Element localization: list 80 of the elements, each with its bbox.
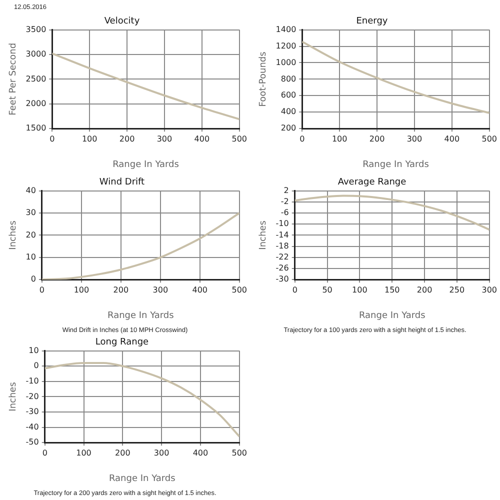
y-axis-title: Feet Per Second <box>8 42 19 116</box>
x-tick-label: 300 <box>152 285 168 294</box>
chart-title: Average Range <box>338 178 407 188</box>
x-tick-label: 150 <box>384 285 400 294</box>
y-tick-label: -26 <box>276 264 289 273</box>
x-tick-label: 300 <box>406 134 422 144</box>
y-tick-label: -18 <box>276 241 289 250</box>
x-tick-label: 200 <box>113 285 129 294</box>
x-axis-title: Range In Yards <box>108 474 176 484</box>
chart-title: Energy <box>356 16 388 27</box>
x-tick-label: 500 <box>232 448 248 458</box>
x-tick-label: 100 <box>332 134 348 144</box>
x-tick-label: 300 <box>156 134 172 144</box>
y-tick-label: 2000 <box>26 98 46 108</box>
y-axis-title: Foot-Pounds <box>258 51 269 107</box>
x-axis-title: Range In Yards <box>362 160 430 170</box>
y-tick-label: -10 <box>276 219 289 228</box>
x-tick-label: 500 <box>482 134 498 144</box>
y-tick-label: 10 <box>28 346 39 355</box>
y-tick-label: 10 <box>26 252 36 262</box>
x-axis-title: Range In Yards <box>112 160 180 170</box>
x-tick-label: 300 <box>482 285 498 294</box>
y-tick-label: 0 <box>30 274 36 284</box>
line-series <box>302 40 490 114</box>
y-tick-label: -6 <box>280 208 289 218</box>
x-tick-label: 100 <box>352 285 368 294</box>
x-tick-label: 100 <box>76 448 92 458</box>
y-axis-title: Inches <box>258 220 269 250</box>
y-tick-label: -22 <box>276 252 289 262</box>
y-tick-label: 40 <box>26 186 36 195</box>
line-series <box>294 194 490 231</box>
x-tick-label: 50 <box>322 285 332 294</box>
y-axis-title: Inches <box>8 382 19 412</box>
y-tick-label: 20 <box>26 230 36 240</box>
x-axis-title: Range In Yards <box>108 310 174 321</box>
y-tick-label: -20 <box>26 392 39 401</box>
y-tick-label: 1200 <box>276 41 296 50</box>
line-series <box>52 52 240 120</box>
y-tick-label: 2 <box>284 186 289 195</box>
chart-title: Wind Drift <box>99 178 146 188</box>
y-tick-label: 200 <box>280 124 296 133</box>
x-tick-label: 200 <box>119 134 135 144</box>
x-tick-label: 200 <box>416 285 432 294</box>
y-tick-label: -30 <box>26 407 39 416</box>
y-tick-label: 800 <box>280 74 296 84</box>
x-tick-label: 500 <box>232 285 248 294</box>
x-tick-label: 250 <box>449 285 465 294</box>
y-tick-label: -14 <box>276 230 289 240</box>
x-tick-label: 400 <box>192 285 208 294</box>
y-tick-label: 0 <box>34 361 39 370</box>
x-tick-label: 400 <box>444 134 460 144</box>
x-axis-title: Range In Yards <box>358 310 426 321</box>
y-tick-label: 400 <box>280 107 296 116</box>
x-tick-label: 200 <box>115 448 130 458</box>
y-tick-label: 2500 <box>26 74 46 84</box>
y-tick-label: -2 <box>280 196 289 206</box>
y-tick-label: -30 <box>276 274 289 284</box>
x-tick-label: 400 <box>194 134 210 144</box>
x-tick-label: 300 <box>154 448 170 458</box>
x-tick-label: 200 <box>369 134 385 144</box>
y-tick-label: 1500 <box>26 124 46 133</box>
y-tick-label: -50 <box>26 438 39 447</box>
x-tick-label: 400 <box>192 448 208 458</box>
y-tick-label: 3500 <box>26 24 46 34</box>
y-tick-label: -10 <box>26 376 39 386</box>
chart-title: Velocity <box>104 16 140 27</box>
x-tick-label: 100 <box>74 285 90 294</box>
y-tick-label: 30 <box>26 208 36 218</box>
x-tick-label: 100 <box>82 134 98 144</box>
y-tick-label: 600 <box>280 90 296 100</box>
y-tick-label: 1000 <box>276 58 296 67</box>
y-axis-title: Inches <box>8 220 19 250</box>
line-series <box>44 362 240 438</box>
y-tick-label: 1400 <box>276 24 296 34</box>
y-tick-label: 3000 <box>26 50 46 59</box>
x-tick-label: 500 <box>232 134 248 144</box>
chart-title: Long Range <box>95 338 150 348</box>
y-tick-label: -40 <box>26 422 39 432</box>
x-tick-label: 0 <box>300 134 305 144</box>
x-tick-label: 0 <box>50 134 55 144</box>
